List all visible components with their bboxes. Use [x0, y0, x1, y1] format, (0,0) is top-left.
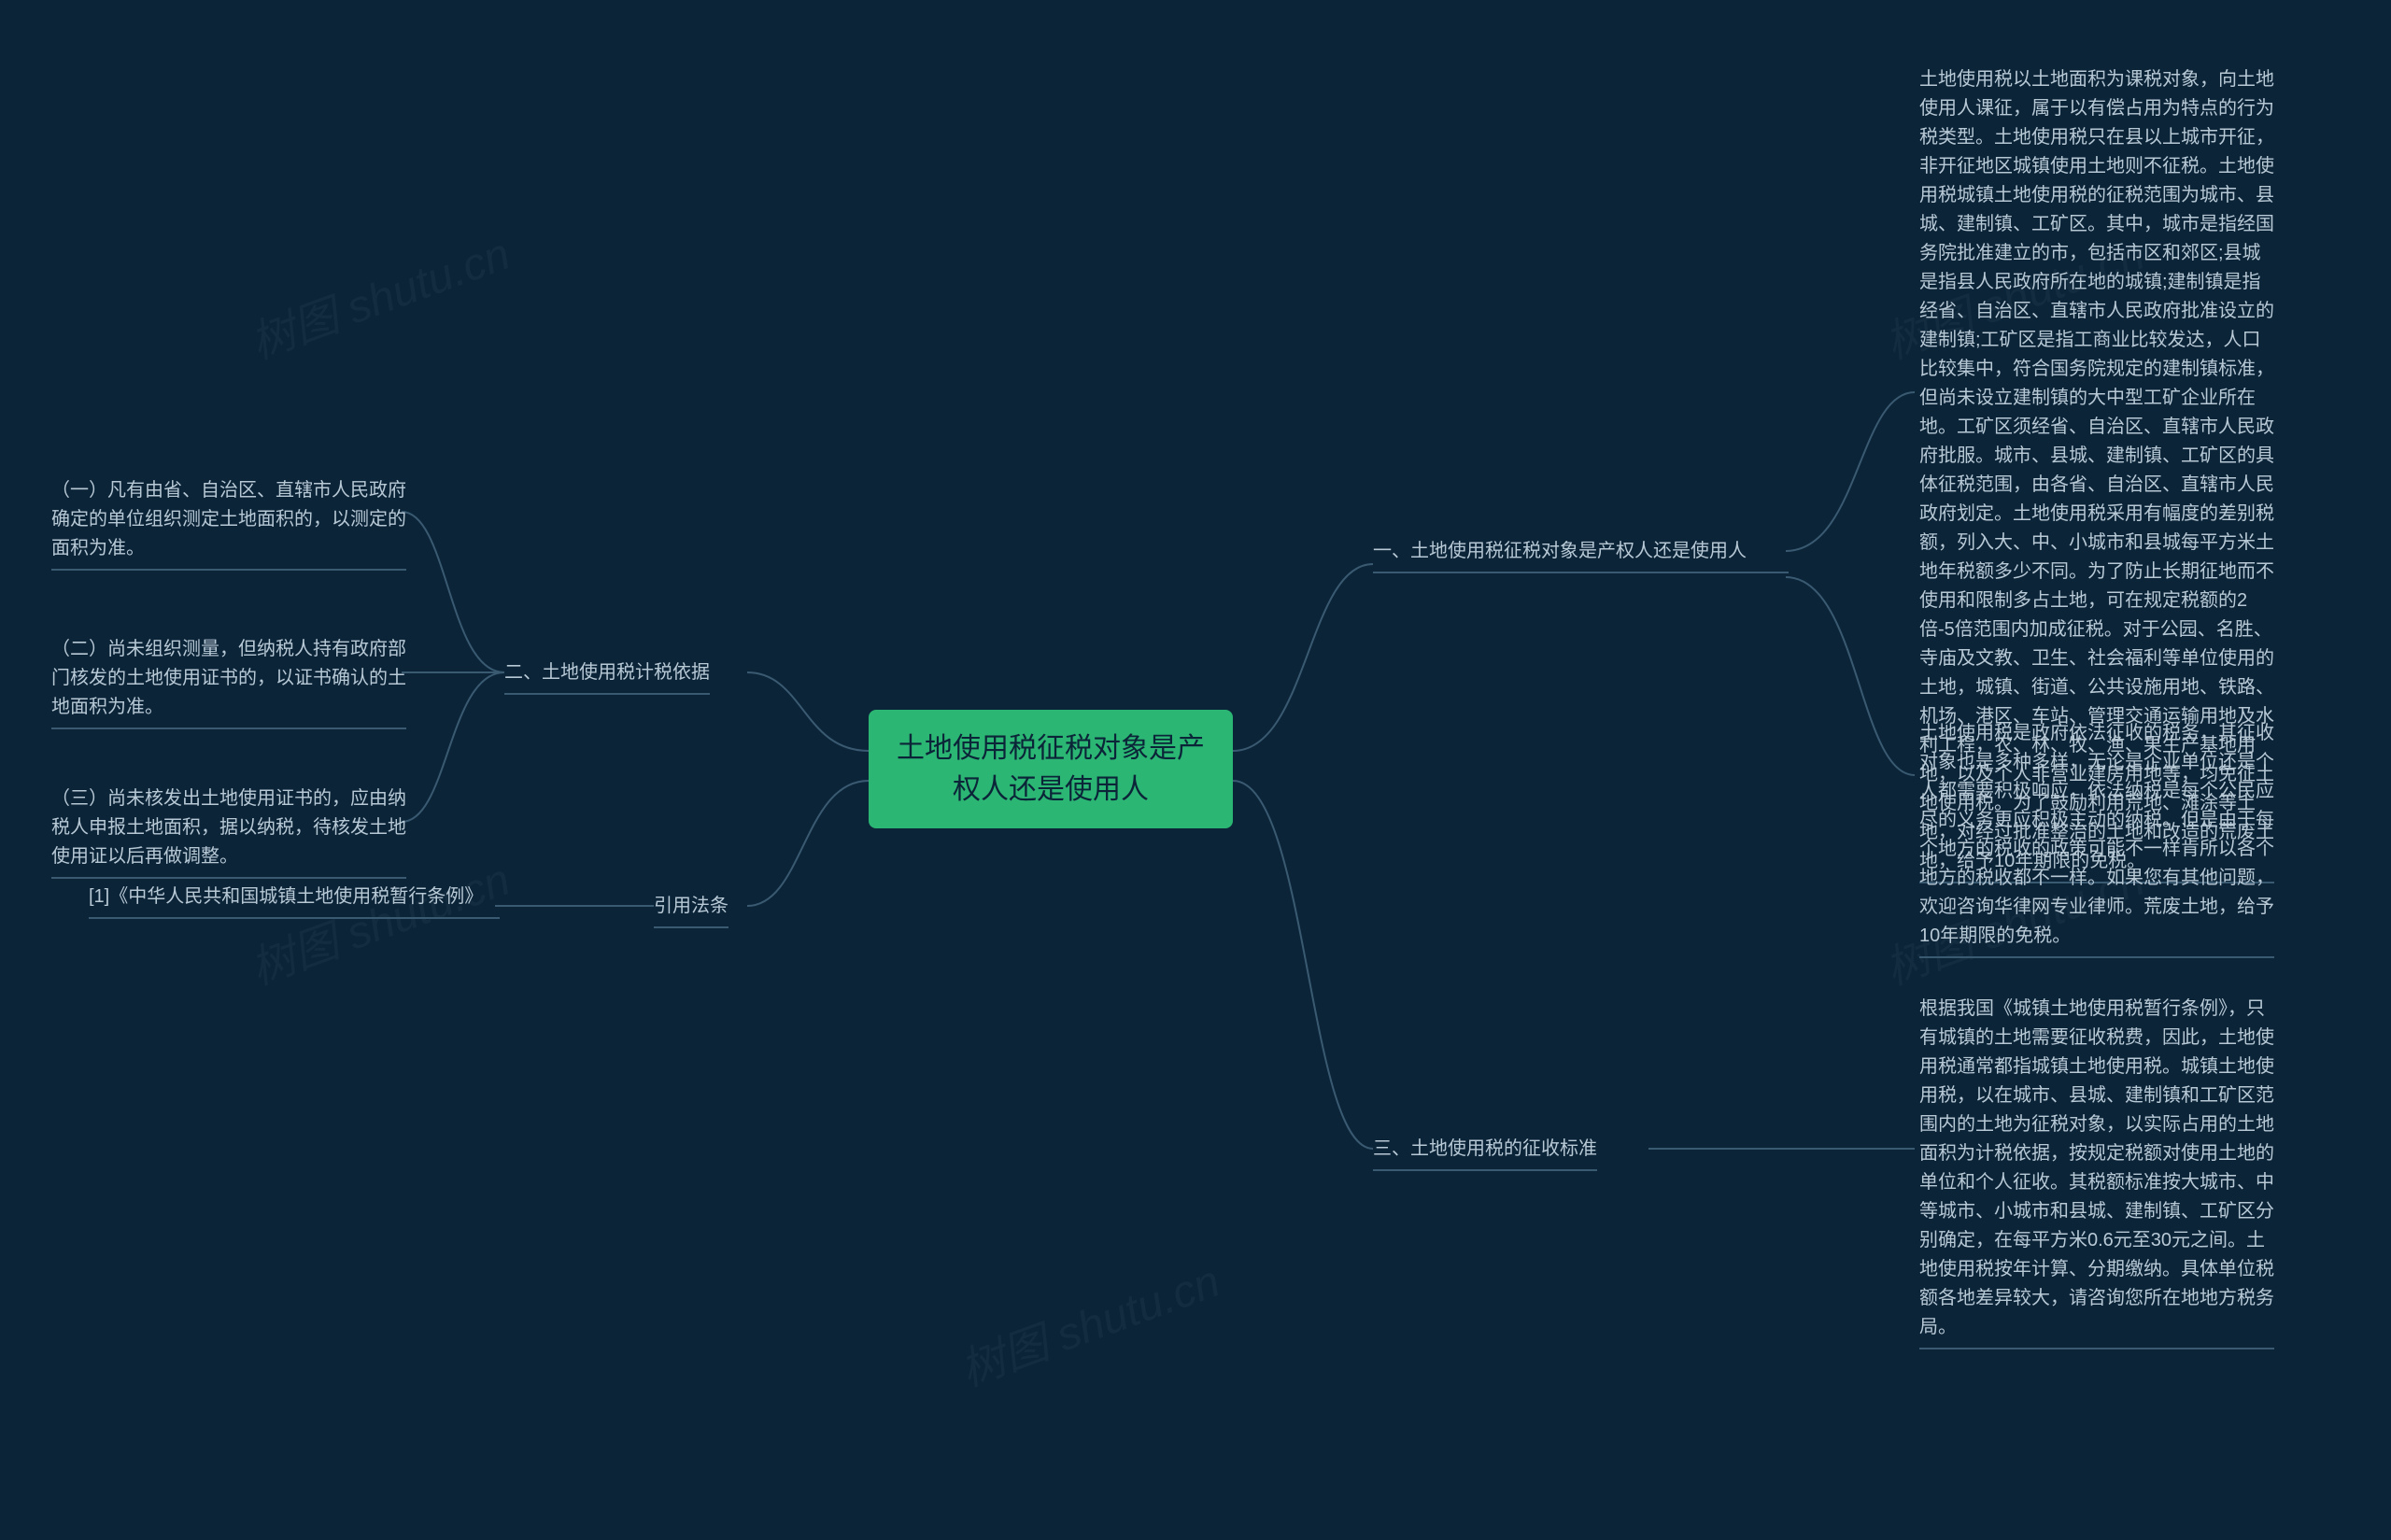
- section3-label-text: 三、土地使用税的征收标准: [1373, 1135, 1597, 1171]
- watermark: 树图 shutu.cn: [240, 217, 517, 371]
- center-topic: 土地使用税征税对象是产 权人还是使用人: [869, 710, 1233, 828]
- citation-label-text: 引用法条: [654, 892, 729, 928]
- center-line1: 土地使用税征税对象是产: [891, 728, 1210, 770]
- section1-label-text: 一、土地使用税征税对象是产权人还是使用人: [1373, 537, 1789, 573]
- section3-label: 三、土地使用税的征收标准: [1373, 1135, 1597, 1171]
- section2-item3-text: （三）尚未核发出土地使用证书的，应由纳税人申报土地面积，据以纳税，待核发土地使用…: [51, 784, 406, 879]
- section1-para2: 土地使用税是政府依法征收的税务，其征收对象也是多种多样，无论是企业单位还是个人都…: [1919, 719, 2274, 958]
- citation-item-text: [1]《中华人民共和国城镇土地使用税暂行条例》: [89, 883, 500, 919]
- section1-para2-text: 土地使用税是政府依法征收的税务，其征收对象也是多种多样，无论是企业单位还是个人都…: [1919, 719, 2274, 958]
- citation-label: 引用法条: [654, 892, 729, 928]
- section2-label: 二、土地使用税计税依据: [504, 658, 710, 695]
- section2-item3: （三）尚未核发出土地使用证书的，应由纳税人申报土地面积，据以纳税，待核发土地使用…: [51, 784, 406, 879]
- citation-item: [1]《中华人民共和国城镇土地使用税暂行条例》: [89, 883, 500, 919]
- section2-label-text: 二、土地使用税计税依据: [504, 658, 710, 695]
- section3-para: 根据我国《城镇土地使用税暂行条例》，只有城镇的土地需要征收税费，因此，土地使用税…: [1919, 995, 2274, 1349]
- watermark: 树图 shutu.cn: [950, 1244, 1227, 1398]
- section2-item1: （一）凡有由省、自治区、直辖市人民政府确定的单位组织测定土地面积的，以测定的面积…: [51, 476, 406, 571]
- section2-item1-text: （一）凡有由省、自治区、直辖市人民政府确定的单位组织测定土地面积的，以测定的面积…: [51, 476, 406, 571]
- section2-item2: （二）尚未组织测量，但纳税人持有政府部门核发的土地使用证书的，以证书确认的土地面…: [51, 635, 406, 729]
- center-line2: 权人还是使用人: [891, 770, 1210, 811]
- section1-label: 一、土地使用税征税对象是产权人还是使用人: [1373, 537, 1789, 573]
- section2-item2-text: （二）尚未组织测量，但纳税人持有政府部门核发的土地使用证书的，以证书确认的土地面…: [51, 635, 406, 729]
- section3-para-text: 根据我国《城镇土地使用税暂行条例》，只有城镇的土地需要征收税费，因此，土地使用税…: [1919, 995, 2274, 1349]
